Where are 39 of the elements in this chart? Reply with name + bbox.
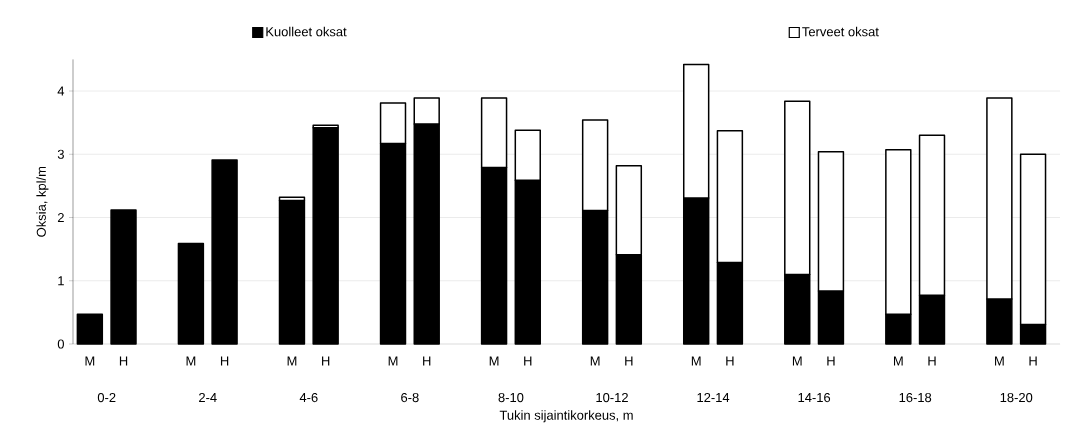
x-tick-label: H (322, 356, 330, 366)
text: 8-10 (498, 392, 524, 403)
y-tick-label: 2 (57, 212, 64, 223)
text: 4-6 (299, 392, 318, 403)
text: 18-20 (1000, 392, 1033, 403)
x-tick-label: M (590, 356, 600, 366)
x-tick-label: M (186, 356, 196, 366)
text: 14-16 (798, 392, 831, 403)
x-tick-label: M (893, 356, 903, 366)
x-tick-label: H (726, 356, 734, 366)
x-tick-label: M (287, 356, 297, 366)
x-tick-label: M (995, 356, 1004, 366)
legend-label: Kuolleet oksat (266, 26, 347, 37)
x-tick-label: H (827, 356, 835, 366)
legend-label: Terveet oksat (802, 26, 879, 37)
x-tick-label: M (792, 356, 802, 366)
text: 16-18 (899, 392, 932, 403)
x-tick-label: H (119, 356, 128, 366)
x-tick-label: M (691, 356, 701, 366)
x-tick-label: H (220, 356, 229, 366)
text: 12-14 (697, 392, 730, 402)
x-tick-label: H (524, 356, 532, 366)
text: 0-2 (97, 392, 116, 403)
y-axis-title: Oksia, kpl/m (36, 166, 49, 237)
y-tick-label: 4 (57, 86, 65, 96)
text: 2-4 (199, 392, 217, 402)
x-tick-label: H (625, 356, 633, 366)
x-tick-label: H (1029, 356, 1037, 366)
x-tick-label: H (928, 356, 936, 366)
text: 10-12 (596, 392, 628, 403)
y-tick-label: 1 (58, 276, 64, 286)
y-tick-label: 3 (57, 149, 64, 159)
x-axis-title: Tukin sijaintikorkeus, m (499, 410, 633, 423)
x-tick-label: M (388, 356, 398, 366)
y-tick-label: 0 (57, 339, 64, 349)
text: 6-8 (401, 392, 419, 403)
x-tick-label: M (85, 356, 95, 366)
x-tick-label: H (423, 356, 431, 366)
x-tick-label: M (489, 356, 499, 366)
